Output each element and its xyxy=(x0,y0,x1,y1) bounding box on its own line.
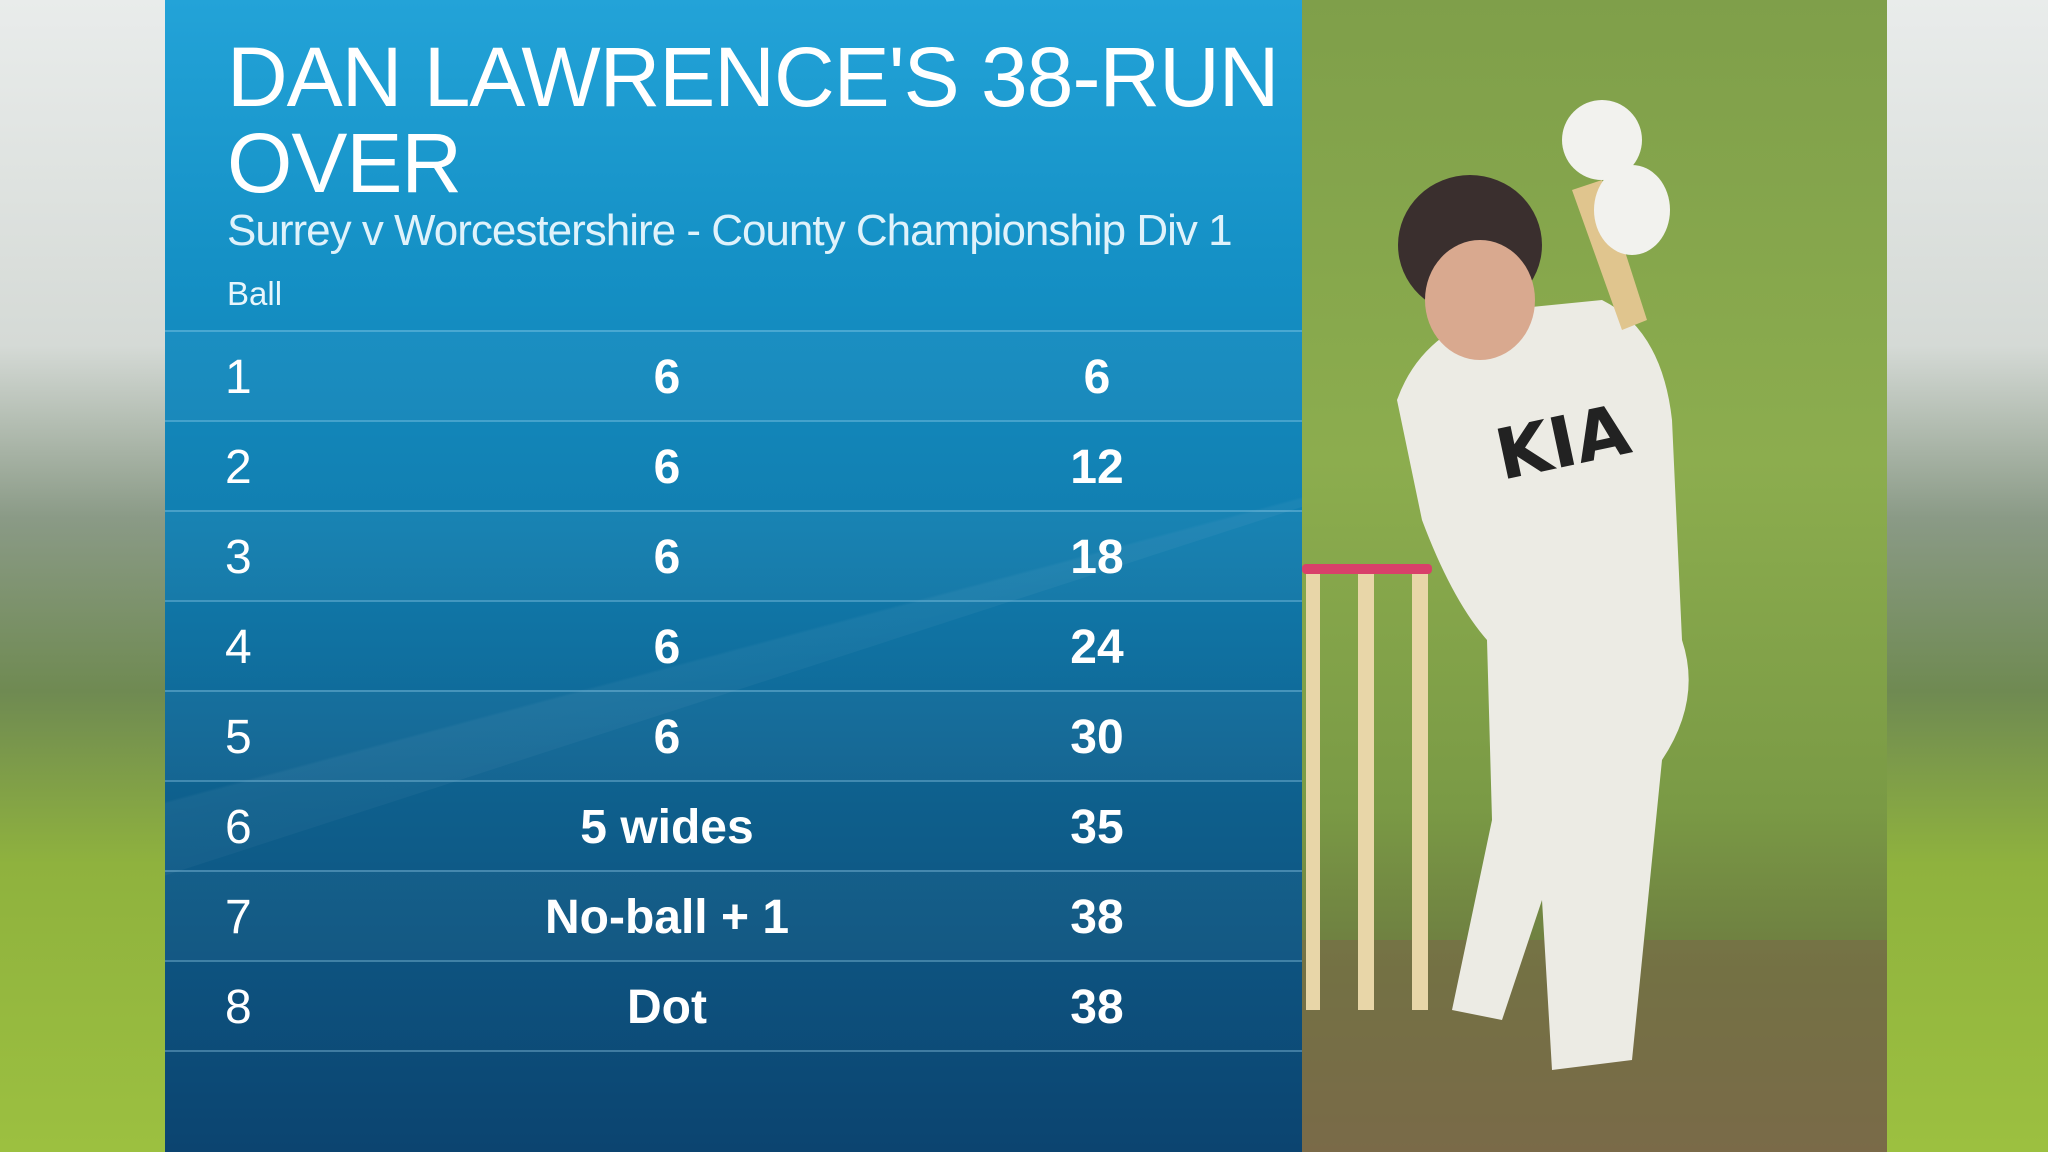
ball-number: 4 xyxy=(225,621,252,674)
table-row: 6 5 wides 35 xyxy=(165,780,1302,870)
ball-result: 6 xyxy=(653,711,681,764)
blurred-background-right xyxy=(1887,0,2048,1152)
table-row: 3 6 18 xyxy=(165,510,1302,600)
running-total: 38 xyxy=(1070,981,1124,1034)
ball-result: 6 xyxy=(653,621,681,674)
running-total: 24 xyxy=(1070,621,1124,674)
blurred-background-left xyxy=(0,0,165,1152)
table-row: 4 6 24 xyxy=(165,600,1302,690)
ball-result: Dot xyxy=(627,981,707,1034)
ball-number: 6 xyxy=(225,801,252,854)
graphic-title: DAN LAWRENCE'S 38-RUN OVER xyxy=(227,30,1279,210)
ball-number: 7 xyxy=(225,891,252,944)
over-table: 1 6 6 2 6 12 3 6 18 4 6 24 5 6 30 6 5 wides 35 7 No-b… xyxy=(165,330,1302,1052)
ball-result: 6 xyxy=(653,441,681,494)
ball-number: 8 xyxy=(225,981,252,1034)
match-subtitle: Surrey v Worcestershire - County Champio… xyxy=(227,206,1233,255)
ball-result: 6 xyxy=(653,351,681,404)
ball-number: 5 xyxy=(225,711,252,764)
table-row: 2 6 12 xyxy=(165,420,1302,510)
running-total: 35 xyxy=(1070,801,1124,854)
running-total: 12 xyxy=(1070,441,1124,494)
ball-number: 1 xyxy=(225,351,252,404)
column-header-ball: Ball xyxy=(227,275,283,312)
running-total: 38 xyxy=(1070,891,1124,944)
ball-result: 6 xyxy=(653,531,681,584)
batsman-illustration: KIA xyxy=(1302,100,1887,1152)
ball-number: 3 xyxy=(225,531,252,584)
running-total: 30 xyxy=(1070,711,1124,764)
table-row: 5 6 30 xyxy=(165,690,1302,780)
table-row: 7 No-ball + 1 38 xyxy=(165,870,1302,960)
running-total: 18 xyxy=(1070,531,1124,584)
running-total: 6 xyxy=(1083,351,1111,404)
stats-panel: DAN LAWRENCE'S 38-RUN OVER Surrey v Worc… xyxy=(165,0,1302,1152)
ball-result: 5 wides xyxy=(580,801,754,854)
ball-result: No-ball + 1 xyxy=(544,891,790,944)
batsman-photo: KIA xyxy=(1302,0,1887,1152)
ball-number: 2 xyxy=(225,441,252,494)
table-row: 8 Dot 38 xyxy=(165,960,1302,1052)
table-row: 1 6 6 xyxy=(165,330,1302,420)
